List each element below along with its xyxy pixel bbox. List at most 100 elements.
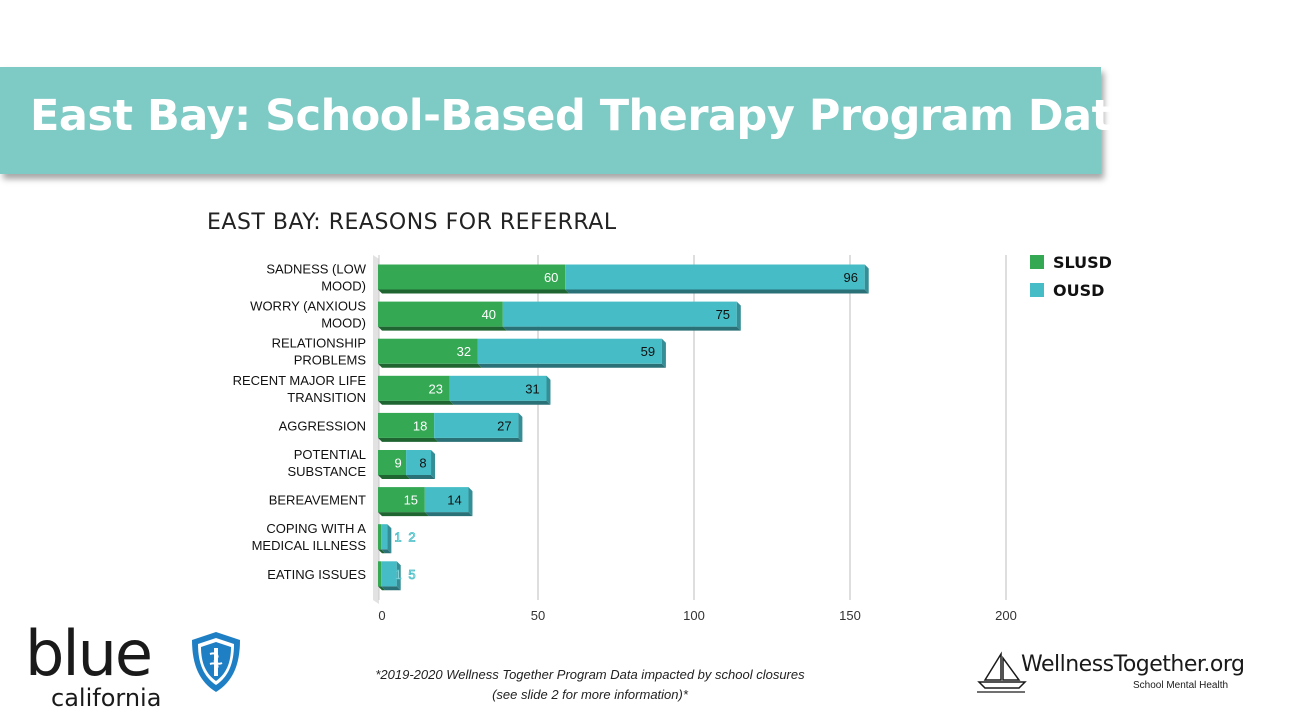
bar-slusd-bottom <box>378 400 454 405</box>
bar-slusd-bottom <box>378 512 429 517</box>
category-label: EATING ISSUES <box>267 567 366 582</box>
bar-value-label: 8 <box>419 456 426 471</box>
legend-item-slusd: SLUSD <box>1030 248 1112 276</box>
bar-ousd-bottom <box>381 586 401 591</box>
x-tick-label: 200 <box>995 608 1017 623</box>
title-banner: East Bay: School-Based Therapy Program D… <box>0 67 1141 174</box>
bar-end-face <box>431 450 436 479</box>
blue-logo-word: blue <box>25 617 153 690</box>
bar-ousd-bottom <box>424 512 473 517</box>
x-tick-label: 0 <box>378 608 385 623</box>
bar-value-label: 96 <box>843 270 857 285</box>
bar-value-label: 18 <box>413 418 427 433</box>
bar-slusd-bottom <box>378 289 570 294</box>
bar-value-label: 1 <box>394 567 401 582</box>
bar-slusd <box>378 524 382 550</box>
category-label: SADNESS (LOW MOOD) <box>266 262 366 294</box>
bar-ousd <box>477 338 662 364</box>
category-label: RELATIONSHIP PROBLEMS <box>272 336 367 368</box>
bar-slusd <box>378 412 435 438</box>
bar-ousd-bottom <box>406 475 436 479</box>
bar-ousd-bottom <box>381 549 392 554</box>
bar-ousd <box>434 412 519 438</box>
bar-ousd-bottom <box>434 437 523 442</box>
bar-slusd-bottom <box>378 437 439 442</box>
bar-ousd <box>449 375 547 401</box>
bar-value-label: 75 <box>716 307 730 322</box>
bar-ousd <box>406 450 432 475</box>
x-tick-label: 100 <box>683 608 705 623</box>
bar-slusd-bottom <box>378 363 482 368</box>
bar-slusd <box>378 264 566 290</box>
bar-value-label: 15 <box>404 493 418 508</box>
legend-label-slusd: SLUSD <box>1053 252 1112 272</box>
bar-value-label: 32 <box>457 344 471 359</box>
wt-logo-word: WellnessTogether.org <box>1021 652 1245 677</box>
bar-slusd-bottom <box>378 326 507 331</box>
footnote-line-2: (see slide 2 for more information)* <box>492 687 688 702</box>
bar-ousd <box>502 301 737 327</box>
legend-label-ousd: OUSD <box>1053 280 1105 300</box>
bar-slusd <box>378 375 450 401</box>
category-label: WORRY (ANXIOUS MOOD) <box>250 299 366 331</box>
bar-slusd <box>378 561 382 587</box>
bar-value-label: 1 <box>394 530 401 545</box>
category-label: BEREAVEMENT <box>269 493 366 508</box>
blue-shield-icon <box>192 632 240 692</box>
bar-end-face <box>468 487 473 517</box>
bar-value-label: 31 <box>525 381 539 396</box>
bar-slusd-bottom <box>378 586 386 591</box>
bar-value-label: 9 <box>394 456 401 471</box>
bar-value-label: 5 <box>408 567 415 582</box>
bar-slusd-bottom <box>378 475 411 479</box>
wt-logo-sub: School Mental Health <box>1133 680 1229 691</box>
bar-ousd-bottom <box>502 326 741 331</box>
bar-slusd <box>378 450 407 475</box>
bar-ousd-bottom <box>449 400 551 405</box>
bar-end-face <box>661 338 666 368</box>
bar-value-label: 27 <box>497 418 511 433</box>
bar-ousd-bottom <box>477 363 666 368</box>
bar-end-face <box>736 301 741 331</box>
bar-value-label: 2 <box>408 530 415 545</box>
wellness-together-logo: WellnessTogether.org School Mental Healt… <box>975 650 1275 700</box>
bar-value-label: 40 <box>482 307 496 322</box>
bar-ousd <box>424 487 469 513</box>
bar-value-label: 23 <box>429 381 443 396</box>
category-label: AGGRESSION <box>279 418 366 433</box>
category-label: POTENTIAL SUBSTANCE <box>288 447 367 479</box>
bar-slusd <box>378 338 478 364</box>
bar-end-face <box>864 264 869 294</box>
bar-ousd-bottom <box>565 289 869 294</box>
footnote: *2019-2020 Wellness Together Program Dat… <box>340 665 840 705</box>
bar-ousd <box>381 524 388 550</box>
bar-end-face <box>387 524 392 554</box>
bar-ousd <box>565 264 865 290</box>
bar-value-label: 59 <box>641 344 655 359</box>
page-title: East Bay: School-Based Therapy Program D… <box>30 91 1141 141</box>
chart-legend: SLUSD OUSD <box>1030 248 1112 304</box>
bar-value-label: 60 <box>544 270 558 285</box>
x-tick-label: 150 <box>839 608 861 623</box>
category-label: RECENT MAJOR LIFE TRANSITION <box>233 373 367 405</box>
bar-value-label: 14 <box>447 493 461 508</box>
bar-slusd <box>378 301 503 327</box>
blue-logo-sub: california <box>51 684 162 712</box>
bar-end-face <box>396 561 401 591</box>
legend-item-ousd: OUSD <box>1030 276 1112 304</box>
bar-slusd-bottom <box>378 549 386 554</box>
chart-title: EAST BAY: REASONS FOR REFERRAL <box>207 210 617 235</box>
x-tick-label: 50 <box>531 608 545 623</box>
bar-slusd <box>378 487 425 513</box>
y-axis-wall <box>373 255 379 604</box>
category-label: COPING WITH A MEDICAL ILLNESS <box>252 521 367 553</box>
bar-end-face <box>546 375 551 405</box>
bar-end-face <box>518 412 523 442</box>
blue-california-logo: blue california <box>25 617 255 716</box>
footnote-line-1: *2019-2020 Wellness Together Program Dat… <box>375 667 805 682</box>
bar-ousd <box>381 561 397 587</box>
legend-swatch-slusd <box>1030 255 1044 269</box>
sailboat-icon <box>977 651 1027 693</box>
legend-swatch-ousd <box>1030 283 1044 297</box>
